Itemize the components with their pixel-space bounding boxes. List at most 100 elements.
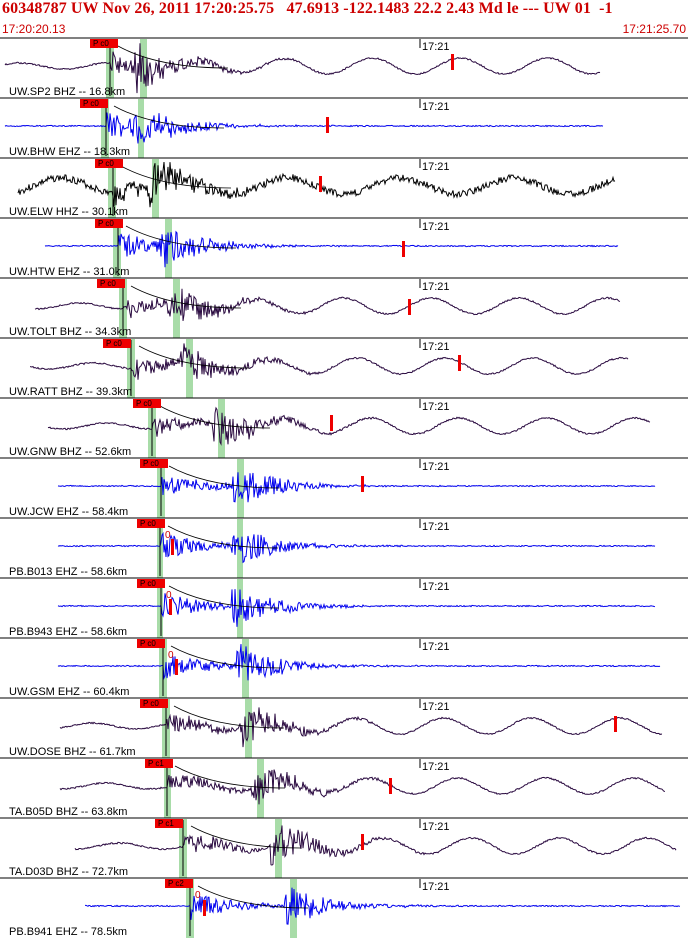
trace-panel: 17:21 P c1 TA.D03D BHZ -- 72.7km bbox=[0, 817, 688, 878]
arrival-curve bbox=[170, 645, 282, 669]
coda-end-marker bbox=[408, 299, 411, 315]
coda-end-marker bbox=[389, 778, 392, 794]
station-label: UW.BHW EHZ -- 18.3km bbox=[9, 146, 130, 158]
coda-end-marker bbox=[458, 355, 461, 371]
coda-end-marker bbox=[402, 241, 405, 257]
station-label: TA.B05D BHZ -- 63.8km bbox=[9, 806, 127, 818]
s-window-band bbox=[138, 99, 144, 158]
p-window-band bbox=[157, 579, 163, 638]
arrival-curve bbox=[120, 165, 232, 189]
waveform-trace bbox=[47, 406, 651, 446]
minute-tick-label: 17:21 bbox=[422, 401, 450, 413]
minute-tick-label: 17:21 bbox=[422, 41, 450, 53]
station-label: UW.HTW EHZ -- 31.0km bbox=[9, 266, 129, 278]
arrival-curve bbox=[174, 765, 286, 789]
minute-tick-label: 17:21 bbox=[422, 341, 450, 353]
p-pick-flag[interactable] bbox=[80, 99, 108, 108]
station-label: PB.B941 EHZ -- 78.5km bbox=[9, 926, 127, 938]
p-pick-flag-label: P c0 bbox=[140, 519, 156, 528]
p-pick-flag[interactable] bbox=[137, 639, 165, 648]
coda-end-marker bbox=[175, 659, 178, 675]
waveform-trace bbox=[57, 589, 656, 627]
p-window-band bbox=[108, 159, 116, 218]
p-pick-flag[interactable] bbox=[95, 159, 123, 168]
waveform-trace bbox=[4, 43, 601, 94]
coda-end-marker bbox=[614, 716, 617, 732]
minute-tick-label: 17:21 bbox=[422, 761, 450, 773]
minute-tick-label: 17:21 bbox=[422, 881, 450, 893]
p-pick-flag-label: P c0 bbox=[136, 399, 152, 408]
zero-weight-marker: 0 bbox=[165, 530, 171, 541]
p-pick-flag[interactable] bbox=[155, 819, 183, 828]
p-pick-flag[interactable] bbox=[137, 519, 165, 528]
waveform-trace bbox=[57, 644, 661, 681]
station-label: UW.ELW HHZ -- 30.1km bbox=[9, 206, 128, 218]
trace-panel: 17:21 P c2 0 PB.B941 EHZ -- 78.5km bbox=[0, 877, 688, 938]
trace-panel: 17:21 P c0 0 PB.B943 EHZ -- 58.6km bbox=[0, 577, 688, 638]
event-header: 60348787 UW Nov 26, 2011 17:20:25.75 47.… bbox=[0, 0, 688, 38]
minute-tick-label: 17:21 bbox=[422, 641, 450, 653]
trace-panel: 17:21 P c0 UW.JCW EHZ -- 58.4km bbox=[0, 457, 688, 518]
s-window-band bbox=[237, 579, 243, 638]
trace-panel: 17:21 P c0 UW.RATT BHZ -- 39.3km bbox=[0, 337, 688, 398]
station-label: UW.TOLT BHZ -- 34.3km bbox=[9, 326, 131, 338]
waveform-trace bbox=[34, 288, 621, 321]
waveform-trace bbox=[59, 707, 663, 748]
p-pick-flag-label: P c0 bbox=[98, 159, 114, 168]
trace-panel: 17:21 P c0 UW.HTW EHZ -- 31.0km bbox=[0, 217, 688, 278]
trace-panel: 17:21 P c0 0 UW.GSM EHZ -- 60.4km bbox=[0, 637, 688, 698]
p-pick-flag[interactable] bbox=[145, 759, 173, 768]
minute-tick-label: 17:21 bbox=[422, 581, 450, 593]
station-label: UW.GNW BHZ -- 52.6km bbox=[9, 446, 131, 458]
coda-end-marker bbox=[361, 476, 364, 492]
minute-tick-label: 17:21 bbox=[422, 281, 450, 293]
p-window-band bbox=[101, 99, 109, 158]
coda-end-marker bbox=[361, 834, 364, 850]
zero-weight-marker: 0 bbox=[166, 590, 172, 601]
p-pick-flag[interactable] bbox=[140, 699, 168, 708]
p-pick-flag-label: P c0 bbox=[140, 639, 156, 648]
coda-end-marker bbox=[326, 117, 329, 133]
p-pick-flag[interactable] bbox=[165, 879, 193, 888]
p-pick-flag[interactable] bbox=[90, 39, 118, 48]
coda-end-marker bbox=[319, 176, 322, 192]
minute-tick-label: 17:21 bbox=[422, 221, 450, 233]
arrival-curve bbox=[125, 225, 237, 249]
p-pick-flag-label: P c2 bbox=[168, 879, 184, 888]
station-label: UW.GSM EHZ -- 60.4km bbox=[9, 686, 129, 698]
p-pick-flag[interactable] bbox=[97, 279, 125, 288]
p-pick-flag-label: P c0 bbox=[93, 39, 109, 48]
trace-panel: 17:21 P c0 UW.ELW HHZ -- 30.1km bbox=[0, 157, 688, 218]
arrival-curve bbox=[168, 465, 280, 489]
station-label: PB.B013 EHZ -- 58.6km bbox=[9, 566, 127, 578]
arrival-curve bbox=[190, 825, 302, 849]
trace-panel: 17:21 P c0 0 PB.B013 EHZ -- 58.6km bbox=[0, 517, 688, 578]
window-end-time: 17:21:25.70 bbox=[622, 22, 686, 36]
waveform-trace bbox=[4, 112, 604, 144]
p-pick-flag[interactable] bbox=[95, 219, 123, 228]
waveform-trace bbox=[74, 825, 677, 866]
arrival-curve bbox=[173, 705, 285, 729]
s-window-band bbox=[242, 639, 249, 698]
station-label: PB.B943 EHZ -- 58.6km bbox=[9, 626, 127, 638]
p-pick-flag[interactable] bbox=[140, 459, 168, 468]
s-window-band bbox=[165, 219, 172, 278]
waveform-trace bbox=[57, 472, 656, 503]
arrival-curve bbox=[167, 525, 279, 549]
arrival-curve bbox=[130, 285, 242, 309]
s-window-band bbox=[237, 459, 244, 518]
coda-end-marker bbox=[330, 415, 333, 431]
minute-tick-label: 17:21 bbox=[422, 461, 450, 473]
station-label: UW.RATT BHZ -- 39.3km bbox=[9, 386, 132, 398]
zero-weight-marker: 0 bbox=[168, 650, 174, 661]
p-pick-flag-label: P c0 bbox=[140, 579, 156, 588]
p-pick-flag[interactable] bbox=[133, 399, 161, 408]
waveform-trace bbox=[17, 161, 616, 208]
trace-panel: 17:21 P c0 UW.SP2 BHZ -- 16.8km bbox=[0, 37, 688, 98]
p-pick-flag[interactable] bbox=[137, 579, 165, 588]
minute-tick-label: 17:21 bbox=[422, 101, 450, 113]
p-pick-flag[interactable] bbox=[103, 339, 131, 348]
p-pick-flag-label: P c0 bbox=[106, 339, 122, 348]
waveform-trace bbox=[44, 230, 619, 268]
